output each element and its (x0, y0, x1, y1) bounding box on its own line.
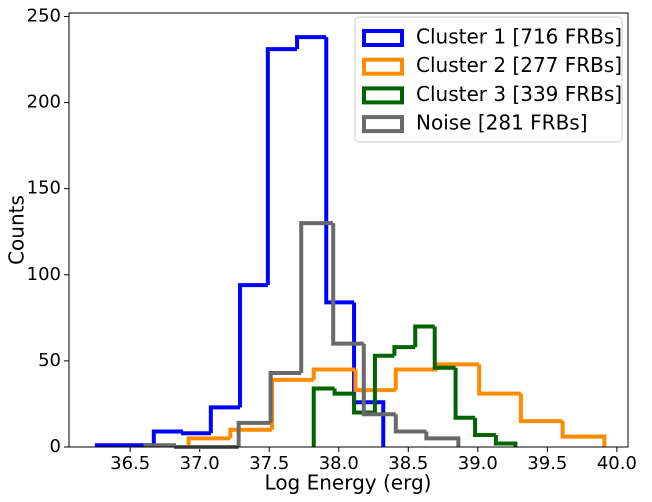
histogram-step (413, 324, 435, 348)
legend-box (354, 16, 623, 143)
legend-swatch (362, 29, 404, 47)
legend-swatch (362, 57, 404, 76)
x-tick-label: 38.0 (319, 453, 359, 474)
histogram-step (299, 221, 334, 373)
legend-label: Noise [281 FRBs] (416, 111, 588, 135)
x-tick-label: 37.5 (249, 453, 289, 474)
x-tick-label: 38.5 (388, 453, 428, 474)
histogram-step (393, 367, 438, 391)
histogram-step (352, 302, 386, 447)
histogram-step (311, 386, 335, 447)
y-tick-label: 250 (27, 5, 61, 26)
x-tick-label: 39.0 (458, 453, 498, 474)
histogram-step (181, 431, 211, 436)
y-tick-label: 50 (38, 350, 61, 371)
histogram-step (265, 47, 298, 286)
histogram-step (311, 367, 356, 380)
histogram-step (143, 443, 177, 448)
histogram-step (353, 369, 396, 393)
histogram-step (331, 223, 364, 346)
histogram-step (473, 417, 496, 437)
x-tick-label: 40.0 (597, 453, 637, 474)
histogram-step (432, 326, 456, 370)
legend-swatch (362, 115, 404, 134)
x-tick-label: 37.0 (180, 453, 220, 474)
histogram-step (453, 367, 476, 420)
y-axis-label: Counts (5, 195, 29, 265)
histogram-step (493, 434, 518, 447)
histogram-step (238, 283, 268, 408)
histogram-step (560, 421, 607, 447)
histogram-step (268, 370, 302, 423)
y-tick-label: 0 (50, 436, 61, 457)
legend-label: Cluster 3 [339 FRBs] (416, 82, 622, 106)
histogram-step (372, 353, 395, 413)
histogram-step (393, 414, 427, 434)
legend-label: Cluster 1 [716 FRBs] (416, 25, 622, 49)
histogram-step (208, 405, 241, 434)
y-tick-label: 150 (27, 178, 61, 199)
legend-label: Cluster 2 [277 FRBs] (416, 53, 622, 77)
x-tick-label: 39.5 (527, 453, 567, 474)
y-tick-label: 200 (27, 92, 61, 113)
histogram-step (424, 431, 461, 447)
histogram-step (228, 427, 273, 439)
histogram-step (94, 443, 125, 448)
histogram-step (236, 420, 271, 447)
histogram-step (477, 364, 521, 396)
histogram-step (361, 343, 396, 417)
histogram-step (392, 345, 416, 356)
histogram-step (151, 429, 184, 446)
x-axis-label: Log Energy (erg) (265, 471, 432, 495)
histogram-step (295, 35, 327, 50)
histogram-step (332, 388, 355, 396)
y-tick-label: 100 (27, 264, 61, 285)
x-tick-label: 36.5 (110, 453, 150, 474)
histogram-step (518, 393, 563, 424)
plot-frame (68, 12, 629, 448)
histogram-step (186, 436, 231, 447)
histogram-step (324, 37, 355, 305)
legend-swatch (362, 86, 404, 105)
